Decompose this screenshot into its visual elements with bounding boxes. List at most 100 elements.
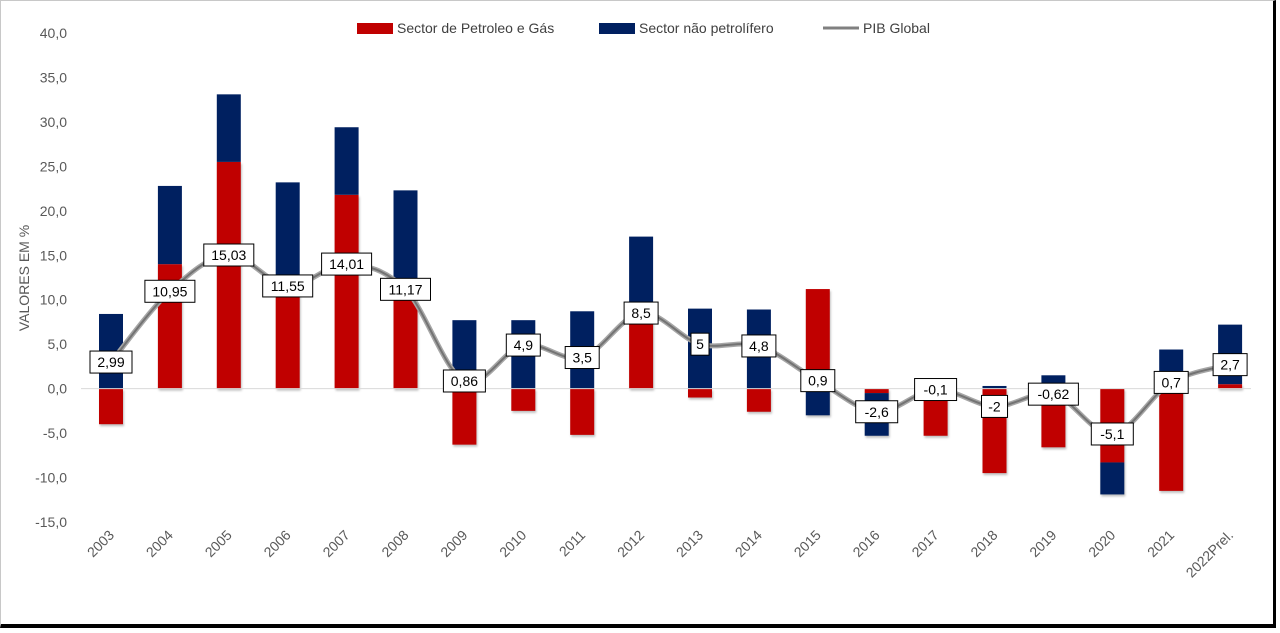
bar-petroleo-2008 <box>393 299 418 389</box>
pib-data-label-box <box>144 279 196 303</box>
y-tick-label: 15,0 <box>40 247 67 263</box>
bar-petroleo-2012 <box>629 313 654 389</box>
bar-petroleo-2011 <box>570 388 595 435</box>
bar-nao-petrolifero-2006 <box>275 182 300 287</box>
legend: Sector de Petroleo e Gás Sector não petr… <box>357 20 930 36</box>
pib-data-label-box <box>1212 353 1248 377</box>
pib-data-label-box <box>321 252 373 276</box>
bar-petroleo-2022Prel. <box>1218 384 1243 389</box>
pib-data-label-2017: -0,1 <box>914 378 958 402</box>
pib-data-label-box <box>505 333 541 357</box>
pib-data-label-text: -5,1 <box>1100 426 1124 442</box>
pib-data-label-2003: 2,99 <box>89 350 133 374</box>
x-tick-label: 2009 <box>437 527 470 560</box>
y-tick-label: 30,0 <box>40 114 67 130</box>
legend-label-pib: PIB Global <box>863 20 930 36</box>
pib-data-label-box <box>623 301 659 325</box>
x-tick-label: 2005 <box>202 527 235 560</box>
pib-data-label-box <box>1153 370 1189 394</box>
pib-data-label-2010: 4,9 <box>505 333 541 357</box>
x-tick-label: 2020 <box>1085 527 1118 560</box>
pib-data-label-text: -0,1 <box>924 382 948 398</box>
pib-data-label-box <box>741 334 777 358</box>
pib-data-label-text: 5 <box>696 336 704 352</box>
pib-data-label-2019: -0,62 <box>1027 382 1079 406</box>
y-tick-label: 5,0 <box>48 336 68 352</box>
pib-data-label-2021: 0,7 <box>1153 370 1189 394</box>
bar-nao-petrolifero-2004 <box>157 185 182 265</box>
pib-data-label-box <box>203 243 255 267</box>
pib-data-label-box <box>89 350 133 374</box>
y-axis: 40,0 35,0 30,0 25,0 20,0 15,0 10,0 5,0 0,0 -5,0 -1… <box>35 25 67 530</box>
pib-data-label-text: -2 <box>988 398 1001 414</box>
pib-data-label-box <box>564 346 600 370</box>
bar-nao-petrolifero-2015 <box>805 388 830 416</box>
pib-data-label-box <box>800 369 836 393</box>
legend-swatch-nao-petrolifero <box>599 23 635 34</box>
pib-data-label-box <box>380 277 431 301</box>
pib-data-label-2011: 3,5 <box>564 346 600 370</box>
y-tick-label: 40,0 <box>40 25 67 41</box>
pib-data-label-text: 3,5 <box>572 350 592 366</box>
pib-data-label-2016: -2,6 <box>855 400 899 424</box>
x-tick-label: 2015 <box>791 527 824 560</box>
pib-data-label-text: 11,17 <box>389 281 423 297</box>
x-tick-label: 2019 <box>1026 527 1059 560</box>
x-tick-label: 2022Prel. <box>1183 527 1237 581</box>
x-tick-label: 2021 <box>1144 527 1177 560</box>
x-tick-label: 2008 <box>378 527 411 560</box>
x-tick-label: 2014 <box>732 527 765 560</box>
x-tick-label: 2011 <box>556 527 589 560</box>
bar-petroleo-2007 <box>334 194 359 389</box>
bar-petroleo-2005 <box>216 161 241 389</box>
y-tick-label: 25,0 <box>40 158 67 174</box>
pib-data-label-2012: 8,5 <box>623 301 659 325</box>
y-tick-label: 0,0 <box>48 381 68 397</box>
pib-data-label-2015: 0,9 <box>800 369 836 393</box>
pib-data-label-2007: 14,01 <box>321 252 373 276</box>
pib-data-label-text: 8,5 <box>631 305 651 321</box>
pib-data-label-2004: 10,95 <box>144 279 196 303</box>
bar-petroleo-2003 <box>99 388 123 425</box>
pib-data-label-box <box>1090 422 1134 446</box>
x-tick-label: 2003 <box>84 527 117 560</box>
pib-data-label-text: -2,6 <box>865 404 889 420</box>
bar-nao-petrolifero-2012 <box>629 236 654 314</box>
bar-petroleo-2014 <box>746 388 771 412</box>
bar-petroleo-2009 <box>452 388 477 445</box>
pib-data-label-text: 0,9 <box>808 373 828 389</box>
bar-nao-petrolifero-2020 <box>1100 462 1125 495</box>
pib-data-label-box <box>262 274 314 298</box>
pib-data-label-text: 2,7 <box>1220 357 1240 373</box>
pib-data-label-text: 4,8 <box>749 338 769 354</box>
pib-data-label-box <box>1027 382 1079 406</box>
pib-data-label-box <box>981 394 1008 418</box>
pib-data-label-2005: 15,03 <box>203 243 255 267</box>
x-tick-label: 2007 <box>319 527 352 560</box>
pib-data-label-text: -0,62 <box>1037 386 1069 402</box>
y-tick-label: -5,0 <box>43 425 67 441</box>
pib-data-label-text: 0,7 <box>1161 374 1181 390</box>
y-tick-label: 20,0 <box>40 203 67 219</box>
data-labels: 2,99 10,95 15,03 11,55 14,01 11,17 0,86 4,9 3,5 8… <box>89 243 1248 446</box>
x-tick-label: 2004 <box>143 527 176 560</box>
bar-nao-petrolifero-2005 <box>216 94 241 162</box>
pib-data-label-2020: -5,1 <box>1090 422 1134 446</box>
x-tick-label: 2012 <box>614 527 647 560</box>
bar-nao-petrolifero-2018 <box>982 385 1007 389</box>
pib-data-label-text: 14,01 <box>329 256 364 272</box>
bar-petroleo-2013 <box>688 388 712 398</box>
x-tick-label: 2010 <box>496 527 529 560</box>
y-tick-label: 10,0 <box>40 292 67 308</box>
legend-label-petroleo: Sector de Petroleo e Gás <box>397 20 554 36</box>
pib-data-label-2009: 0,86 <box>442 369 486 393</box>
bar-petroleo-2010 <box>511 388 536 411</box>
pib-data-label-box <box>442 369 486 393</box>
pib-data-label-text: 15,03 <box>211 247 246 263</box>
bar-petroleo-2016 <box>864 388 889 394</box>
x-tick-label: 2018 <box>967 527 1000 560</box>
y-tick-label: -10,0 <box>35 470 67 486</box>
pib-data-label-text: 0,86 <box>451 373 478 389</box>
legend-label-nao-petrolifero: Sector não petrolífero <box>639 20 774 36</box>
